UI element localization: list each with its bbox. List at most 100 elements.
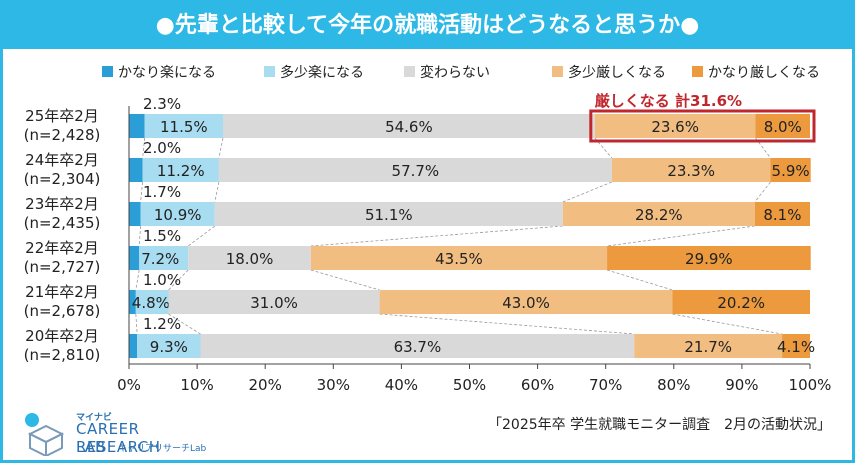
category-n-label: (n=2,435): [24, 214, 101, 232]
data-label: 2.0%: [143, 139, 181, 157]
data-label: 31.0%: [250, 294, 298, 312]
bar-segment: [607, 246, 811, 270]
connector-line: [607, 225, 755, 247]
bar-segment: [129, 114, 145, 138]
data-label: 23.3%: [667, 162, 715, 180]
connector-line: [218, 137, 224, 159]
bar-segment: [135, 290, 169, 314]
connector-line: [606, 269, 673, 291]
data-label: 29.9%: [685, 250, 733, 268]
legend-swatch: [264, 66, 275, 77]
data-label: 28.2%: [635, 206, 683, 224]
bar-segment: [142, 158, 219, 182]
bar-segment: [672, 290, 810, 314]
category-label: 22年卒2月: [25, 239, 99, 257]
x-tick-label: 30%: [317, 376, 350, 394]
x-tick-label: 60%: [521, 376, 554, 394]
x-tick-label: 100%: [789, 376, 832, 394]
x-tick-label: 20%: [249, 376, 282, 394]
data-label: 11.2%: [157, 162, 205, 180]
connector-line: [135, 269, 140, 291]
data-label: 5.9%: [772, 162, 810, 180]
data-label: 4.8%: [132, 294, 170, 312]
data-label: 63.7%: [394, 338, 442, 356]
category-label: 24年卒2月: [25, 151, 99, 169]
connector-line: [214, 181, 220, 203]
data-label: 1.7%: [143, 183, 181, 201]
connector-line: [754, 181, 771, 203]
connector-line: [310, 269, 380, 291]
bar-segment: [129, 246, 140, 270]
category-n-label: (n=2,678): [24, 302, 101, 320]
category-n-label: (n=2,727): [24, 258, 101, 276]
logo-subname: キャリアリサーチLab: [118, 444, 207, 454]
data-label: 7.2%: [141, 250, 179, 268]
bar-segment: [129, 158, 143, 182]
x-tick-label: 90%: [725, 376, 758, 394]
connector-line: [755, 137, 771, 159]
legend-label: 多少楽になる: [280, 64, 364, 81]
bar-segment: [222, 114, 595, 138]
x-tick-label: 50%: [453, 376, 486, 394]
bar-segment: [214, 202, 563, 226]
x-tick-label: 80%: [657, 376, 690, 394]
bar-segment: [770, 158, 811, 182]
connector-line: [562, 181, 612, 203]
bar-segment: [139, 246, 189, 270]
connector-line: [379, 313, 635, 335]
data-label: 51.1%: [365, 206, 413, 224]
connector-line: [310, 225, 563, 247]
connector-line: [672, 313, 783, 335]
category-label: 25年卒2月: [25, 107, 99, 125]
logo-name: CAREER RESEARCH: [76, 420, 161, 456]
data-label: 4.1%: [777, 338, 815, 356]
legend-label: かなり楽になる: [118, 65, 216, 81]
data-label: 9.3%: [150, 338, 188, 356]
data-label: 1.2%: [143, 315, 181, 333]
category-n-label: (n=2,428): [24, 126, 101, 144]
legend-label: 多少厳しくなる: [568, 64, 666, 81]
legend-label: 変わらない: [420, 64, 490, 81]
connector-line: [138, 225, 141, 247]
bar-segment: [137, 334, 201, 358]
data-label: 10.9%: [154, 206, 202, 224]
connector-line: [140, 181, 144, 203]
chart-title: ●先輩と比較して今年の就職活動はどうなると思うか●: [3, 3, 852, 49]
legend-swatch: [692, 66, 703, 77]
data-label: 43.0%: [502, 294, 550, 312]
bar-segment: [634, 334, 783, 358]
bar-segment: [218, 158, 612, 182]
category-label: 23年卒2月: [25, 195, 99, 213]
bar-segment: [562, 202, 755, 226]
bar-segment: [782, 334, 810, 358]
connector-line: [188, 225, 216, 247]
source-note: 「2025年卒 学生就職モニター調査 2月の活動状況」: [488, 417, 831, 433]
data-label: 23.6%: [651, 118, 699, 136]
cube-logo-icon: [25, 413, 65, 458]
bar-segment: [129, 202, 141, 226]
x-tick-label: 0%: [117, 376, 141, 394]
data-label: 2.3%: [143, 95, 181, 113]
data-label: 1.0%: [143, 271, 181, 289]
data-label: 54.6%: [385, 118, 433, 136]
bar-segment: [594, 114, 756, 138]
legend-swatch: [552, 66, 563, 77]
data-label: 8.0%: [764, 118, 802, 136]
category-label: 20年卒2月: [25, 327, 99, 345]
connector-line: [142, 137, 146, 159]
data-label: 1.5%: [143, 227, 181, 245]
logo-brand: マイナビ: [76, 413, 112, 423]
x-tick-label: 70%: [589, 376, 622, 394]
bar-segment: [310, 246, 608, 270]
bar-segment: [129, 334, 138, 358]
callout-label: 厳しくなる 計31.6%: [595, 92, 742, 110]
data-label: 21.7%: [684, 338, 732, 356]
bar-segment: [129, 290, 136, 314]
x-tick-label: 10%: [180, 376, 213, 394]
legend-swatch: [102, 66, 113, 77]
connector-line: [135, 313, 138, 335]
connector-line: [594, 137, 613, 159]
bar-segment: [200, 334, 635, 358]
career-research-lab-logo: マイナビ CAREER RESEARCH LAB キャリアリサーチLab: [18, 410, 218, 458]
